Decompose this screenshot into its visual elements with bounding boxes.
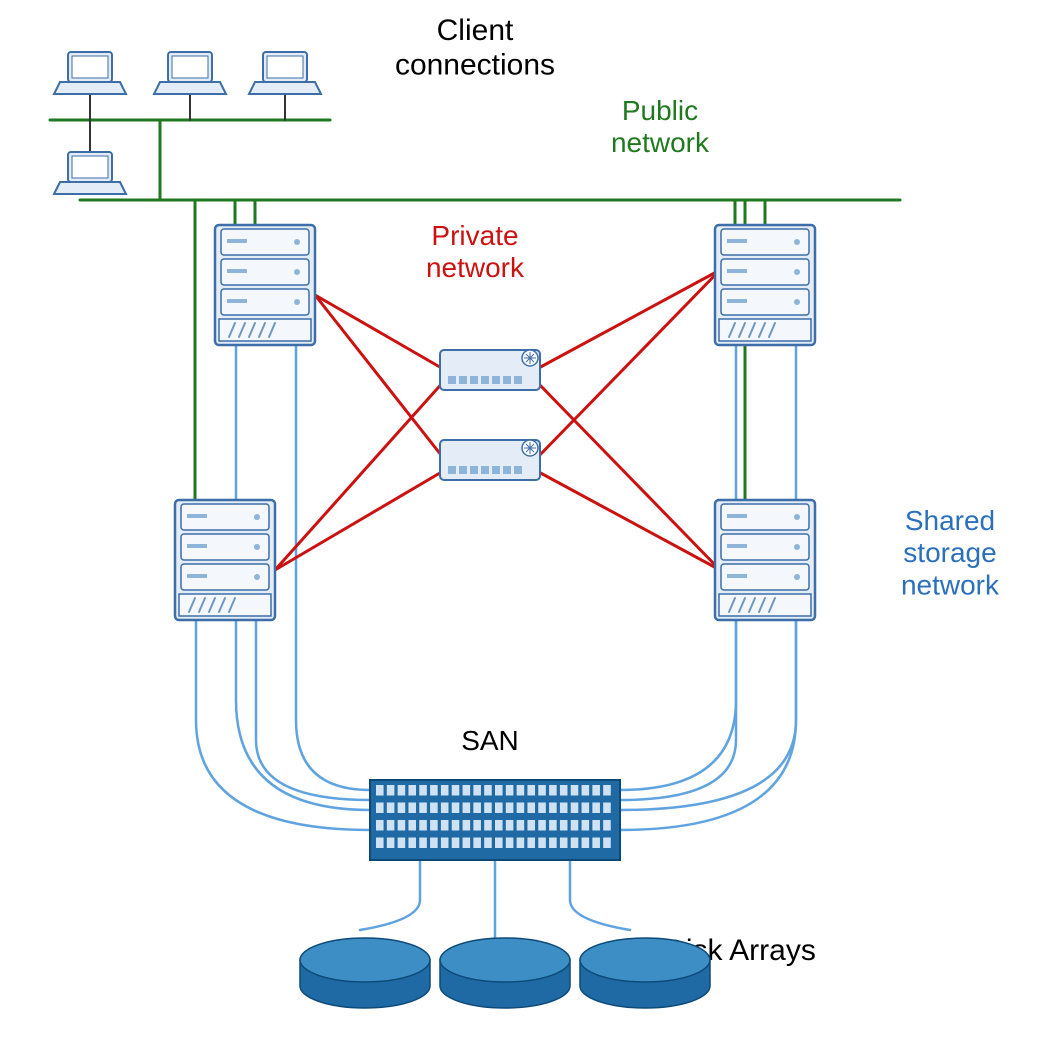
svg-text:Client: Client [437,14,514,47]
label: Sharedstoragenetwork [901,505,1000,600]
svg-text:SAN: SAN [461,725,519,756]
label: Publicnetwork [611,95,710,158]
disk-icon [580,938,710,1008]
laptop-icon [249,52,321,94]
switch-icon [440,350,540,390]
svg-text:network: network [901,569,1000,600]
label: Privatenetwork [426,220,525,283]
disk-icon [300,938,430,1008]
laptop-icon [54,52,126,94]
laptop-icon [54,152,126,194]
svg-text:storage: storage [903,537,996,568]
label: SAN [461,725,519,756]
disk-icon [440,938,570,1008]
server-icon [715,225,815,345]
svg-text:Shared: Shared [905,505,995,536]
svg-text:Public: Public [622,95,698,126]
svg-text:network: network [611,127,710,158]
server-icon [175,500,275,620]
server-icon [715,500,815,620]
server-icon [215,225,315,345]
svg-text:network: network [426,252,525,283]
laptop-icon [154,52,226,94]
svg-text:Private: Private [431,220,518,251]
san-icon [370,780,620,860]
svg-text:connections: connections [395,49,555,82]
switch-icon [440,440,540,480]
label: Clientconnections [395,14,555,82]
